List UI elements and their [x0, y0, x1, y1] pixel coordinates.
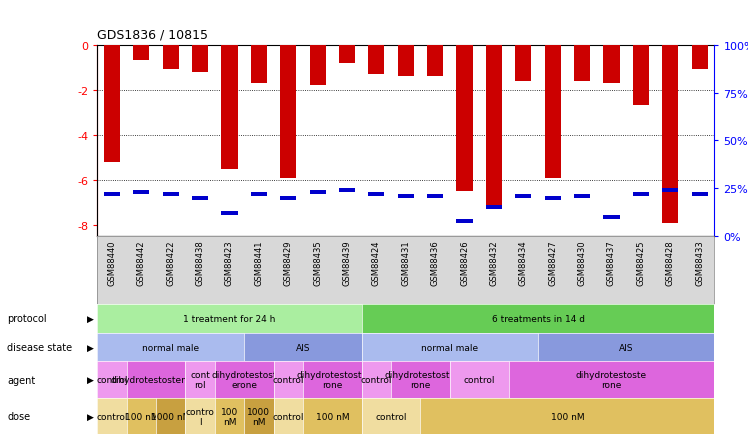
Bar [456, 46, 473, 191]
Text: AIS: AIS [619, 343, 634, 352]
Text: GSM88437: GSM88437 [607, 240, 616, 286]
Bar [545, 46, 561, 178]
Bar [221, 212, 238, 216]
Bar [662, 189, 678, 193]
Bar [633, 193, 649, 197]
Text: cont
rol: cont rol [190, 371, 210, 389]
Text: 1000
nM: 1000 nM [248, 407, 270, 425]
Bar [486, 206, 502, 210]
Text: dihydrotestoste
rone: dihydrotestoste rone [297, 371, 368, 389]
Bar [604, 215, 619, 220]
Text: dihydrotestost
erone: dihydrotestost erone [212, 371, 277, 389]
Text: normal male: normal male [421, 343, 479, 352]
Bar [339, 189, 355, 193]
Text: control: control [464, 375, 495, 385]
Bar [192, 46, 208, 72]
Text: control: control [272, 375, 304, 385]
Text: GDS1836 / 10815: GDS1836 / 10815 [97, 28, 208, 41]
Text: GSM88427: GSM88427 [548, 240, 557, 286]
Bar [162, 193, 179, 197]
Text: GSM88434: GSM88434 [519, 240, 528, 286]
Bar [515, 46, 531, 82]
Text: GSM88426: GSM88426 [460, 240, 469, 286]
Text: dihydrotestosterone: dihydrotestosterone [110, 375, 202, 385]
Text: GSM88430: GSM88430 [577, 240, 586, 286]
Text: 6 treatments in 14 d: 6 treatments in 14 d [491, 314, 584, 323]
Bar [310, 191, 325, 194]
Text: GSM88435: GSM88435 [313, 240, 322, 286]
Text: GSM88441: GSM88441 [254, 240, 263, 285]
Text: dose: dose [7, 411, 31, 421]
Bar [133, 191, 150, 194]
Text: 100 nM: 100 nM [124, 412, 158, 421]
Bar [310, 46, 325, 86]
Text: control: control [272, 412, 304, 421]
Text: dihydrotestoste
rone: dihydrotestoste rone [385, 371, 456, 389]
Bar [339, 46, 355, 63]
Text: 1 treatment for 24 h: 1 treatment for 24 h [183, 314, 276, 323]
Text: GSM88436: GSM88436 [431, 240, 440, 286]
Text: control: control [375, 412, 407, 421]
Bar [104, 46, 120, 162]
Bar [251, 46, 267, 84]
Bar [692, 193, 708, 197]
Bar [692, 46, 708, 70]
Text: disease state: disease state [7, 342, 73, 352]
Bar [280, 196, 296, 201]
Bar [486, 46, 502, 207]
Text: GSM88439: GSM88439 [343, 240, 352, 286]
Bar [133, 46, 150, 61]
Text: GSM88425: GSM88425 [637, 240, 646, 285]
Text: GSM88423: GSM88423 [225, 240, 234, 286]
Bar [633, 46, 649, 106]
Text: GSM88429: GSM88429 [283, 240, 292, 285]
Text: 100
nM: 100 nM [221, 407, 238, 425]
Bar [368, 193, 384, 197]
Text: contro
l: contro l [186, 407, 215, 425]
Text: GSM88431: GSM88431 [401, 240, 411, 286]
Bar [574, 46, 590, 82]
Text: GSM88433: GSM88433 [695, 240, 704, 286]
Bar [104, 193, 120, 197]
Text: GSM88428: GSM88428 [666, 240, 675, 286]
Bar [192, 196, 208, 201]
Bar [545, 196, 561, 201]
Bar [515, 194, 531, 198]
Text: GSM88440: GSM88440 [108, 240, 117, 285]
Text: 100 nM: 100 nM [551, 412, 584, 421]
Bar [368, 46, 384, 75]
Text: control: control [96, 375, 128, 385]
Bar [251, 193, 267, 197]
Bar [427, 194, 444, 198]
Bar [280, 46, 296, 178]
Text: normal male: normal male [142, 343, 199, 352]
Text: ▶: ▶ [87, 375, 94, 385]
Bar [427, 46, 444, 77]
Text: control: control [361, 375, 392, 385]
Text: agent: agent [7, 375, 36, 385]
Bar [398, 46, 414, 77]
Text: AIS: AIS [295, 343, 310, 352]
Bar [398, 194, 414, 198]
Bar [162, 46, 179, 70]
Text: control: control [96, 412, 128, 421]
Text: GSM88422: GSM88422 [166, 240, 175, 285]
Text: dihydrotestoste
rone: dihydrotestoste rone [576, 371, 647, 389]
Bar [574, 194, 590, 198]
Text: GSM88442: GSM88442 [137, 240, 146, 285]
Text: ▶: ▶ [87, 343, 94, 352]
Bar [604, 46, 619, 84]
Text: GSM88432: GSM88432 [489, 240, 498, 286]
Text: GSM88438: GSM88438 [195, 240, 205, 286]
Bar [221, 46, 238, 169]
Text: 1000 nM: 1000 nM [151, 412, 191, 421]
Text: protocol: protocol [7, 314, 47, 323]
Bar [662, 46, 678, 223]
Bar [456, 219, 473, 223]
Text: ▶: ▶ [87, 314, 94, 323]
Text: GSM88424: GSM88424 [372, 240, 381, 285]
Text: ▶: ▶ [87, 412, 94, 421]
Text: 100 nM: 100 nM [316, 412, 349, 421]
